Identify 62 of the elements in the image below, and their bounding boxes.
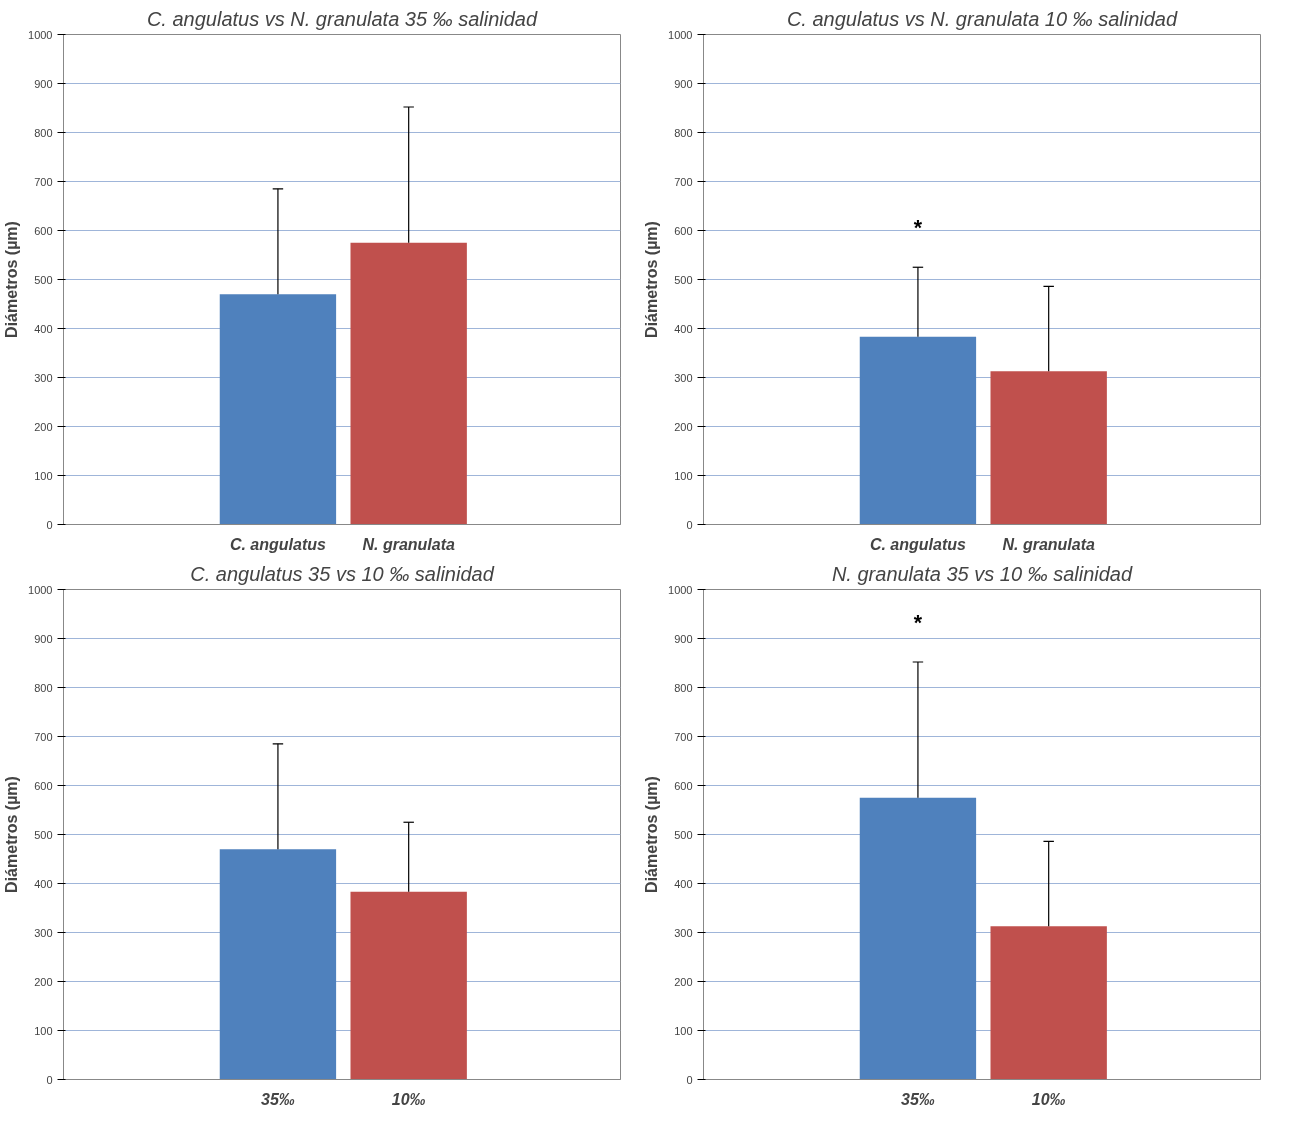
y-tick-label: 300 [34,926,53,939]
annotation: * [913,216,923,241]
y-tick-label: 1000 [28,28,53,41]
chart-title: N. granulata 35 vs 10 ‰ salinidad [831,562,1133,585]
x-tick-label: C. angulatus [229,535,327,553]
y-tick-label: 700 [674,175,693,188]
y-tick-label: 600 [34,224,53,237]
chart-title: C. angulatus 35 vs 10 ‰ salinidad [190,562,495,585]
y-tick-label: 100 [674,1024,693,1037]
y-tick-label: 100 [34,1024,53,1037]
y-tick-label: 100 [674,469,693,482]
y-tick-label: 900 [34,632,53,645]
chart-title: C. angulatus vs N. granulata 10 ‰ salinidad [786,7,1178,30]
y-tick-label: 800 [674,681,693,694]
y-tick-label: 400 [674,877,693,890]
y-tick-label: 800 [674,126,693,139]
chart-title: C. angulatus vs N. granulata 35 ‰ salinidad [146,7,538,30]
y-tick-label: 800 [34,126,53,139]
y-tick-label: 400 [34,322,53,335]
y-tick-label: 0 [686,518,693,531]
y-tick-label: 1000 [28,583,53,596]
x-tick-label: 35‰ [901,1090,935,1108]
x-tick-label: 10‰ [1031,1090,1066,1108]
y-tick-label: 700 [674,730,693,743]
y-tick-label: 200 [34,420,53,433]
x-tick-label: 35‰ [261,1090,295,1108]
y-axis-title: Diámetros (µm) [3,776,21,893]
y-tick-label: 800 [34,681,53,694]
y-tick-label: 400 [34,877,53,890]
y-axis-title: Diámetros (µm) [3,221,21,338]
y-tick-label: 100 [34,469,53,482]
y-tick-label: 0 [46,518,53,531]
y-tick-label: 900 [674,77,693,90]
y-tick-label: 200 [674,975,693,988]
x-tick-label: 10‰ [391,1090,426,1108]
y-tick-label: 600 [674,224,693,237]
y-tick-label: 300 [34,371,53,384]
x-tick-label: C. angulatus [869,535,967,553]
x-tick-label: N. granulata [1002,535,1096,553]
y-tick-label: 600 [674,779,693,792]
y-tick-label: 200 [674,420,693,433]
x-tick-label: N. granulata [362,535,456,553]
y-tick-label: 600 [34,779,53,792]
y-axis-title: Diámetros (µm) [643,776,661,893]
annotation: * [913,610,923,635]
y-tick-label: 700 [34,175,53,188]
y-tick-label: 500 [34,273,53,286]
y-tick-label: 300 [674,926,693,939]
y-tick-label: 500 [674,828,693,841]
y-tick-label: 1000 [668,583,693,596]
y-tick-label: 900 [34,77,53,90]
y-tick-label: 500 [674,273,693,286]
y-tick-label: 900 [674,632,693,645]
y-tick-label: 0 [686,1073,693,1086]
y-tick-label: 300 [674,371,693,384]
y-axis-title: Diámetros (µm) [643,221,661,338]
y-tick-label: 1000 [668,28,693,41]
y-tick-label: 400 [674,322,693,335]
y-tick-label: 500 [34,828,53,841]
y-tick-label: 700 [34,730,53,743]
y-tick-label: 0 [46,1073,53,1086]
y-tick-label: 200 [34,975,53,988]
